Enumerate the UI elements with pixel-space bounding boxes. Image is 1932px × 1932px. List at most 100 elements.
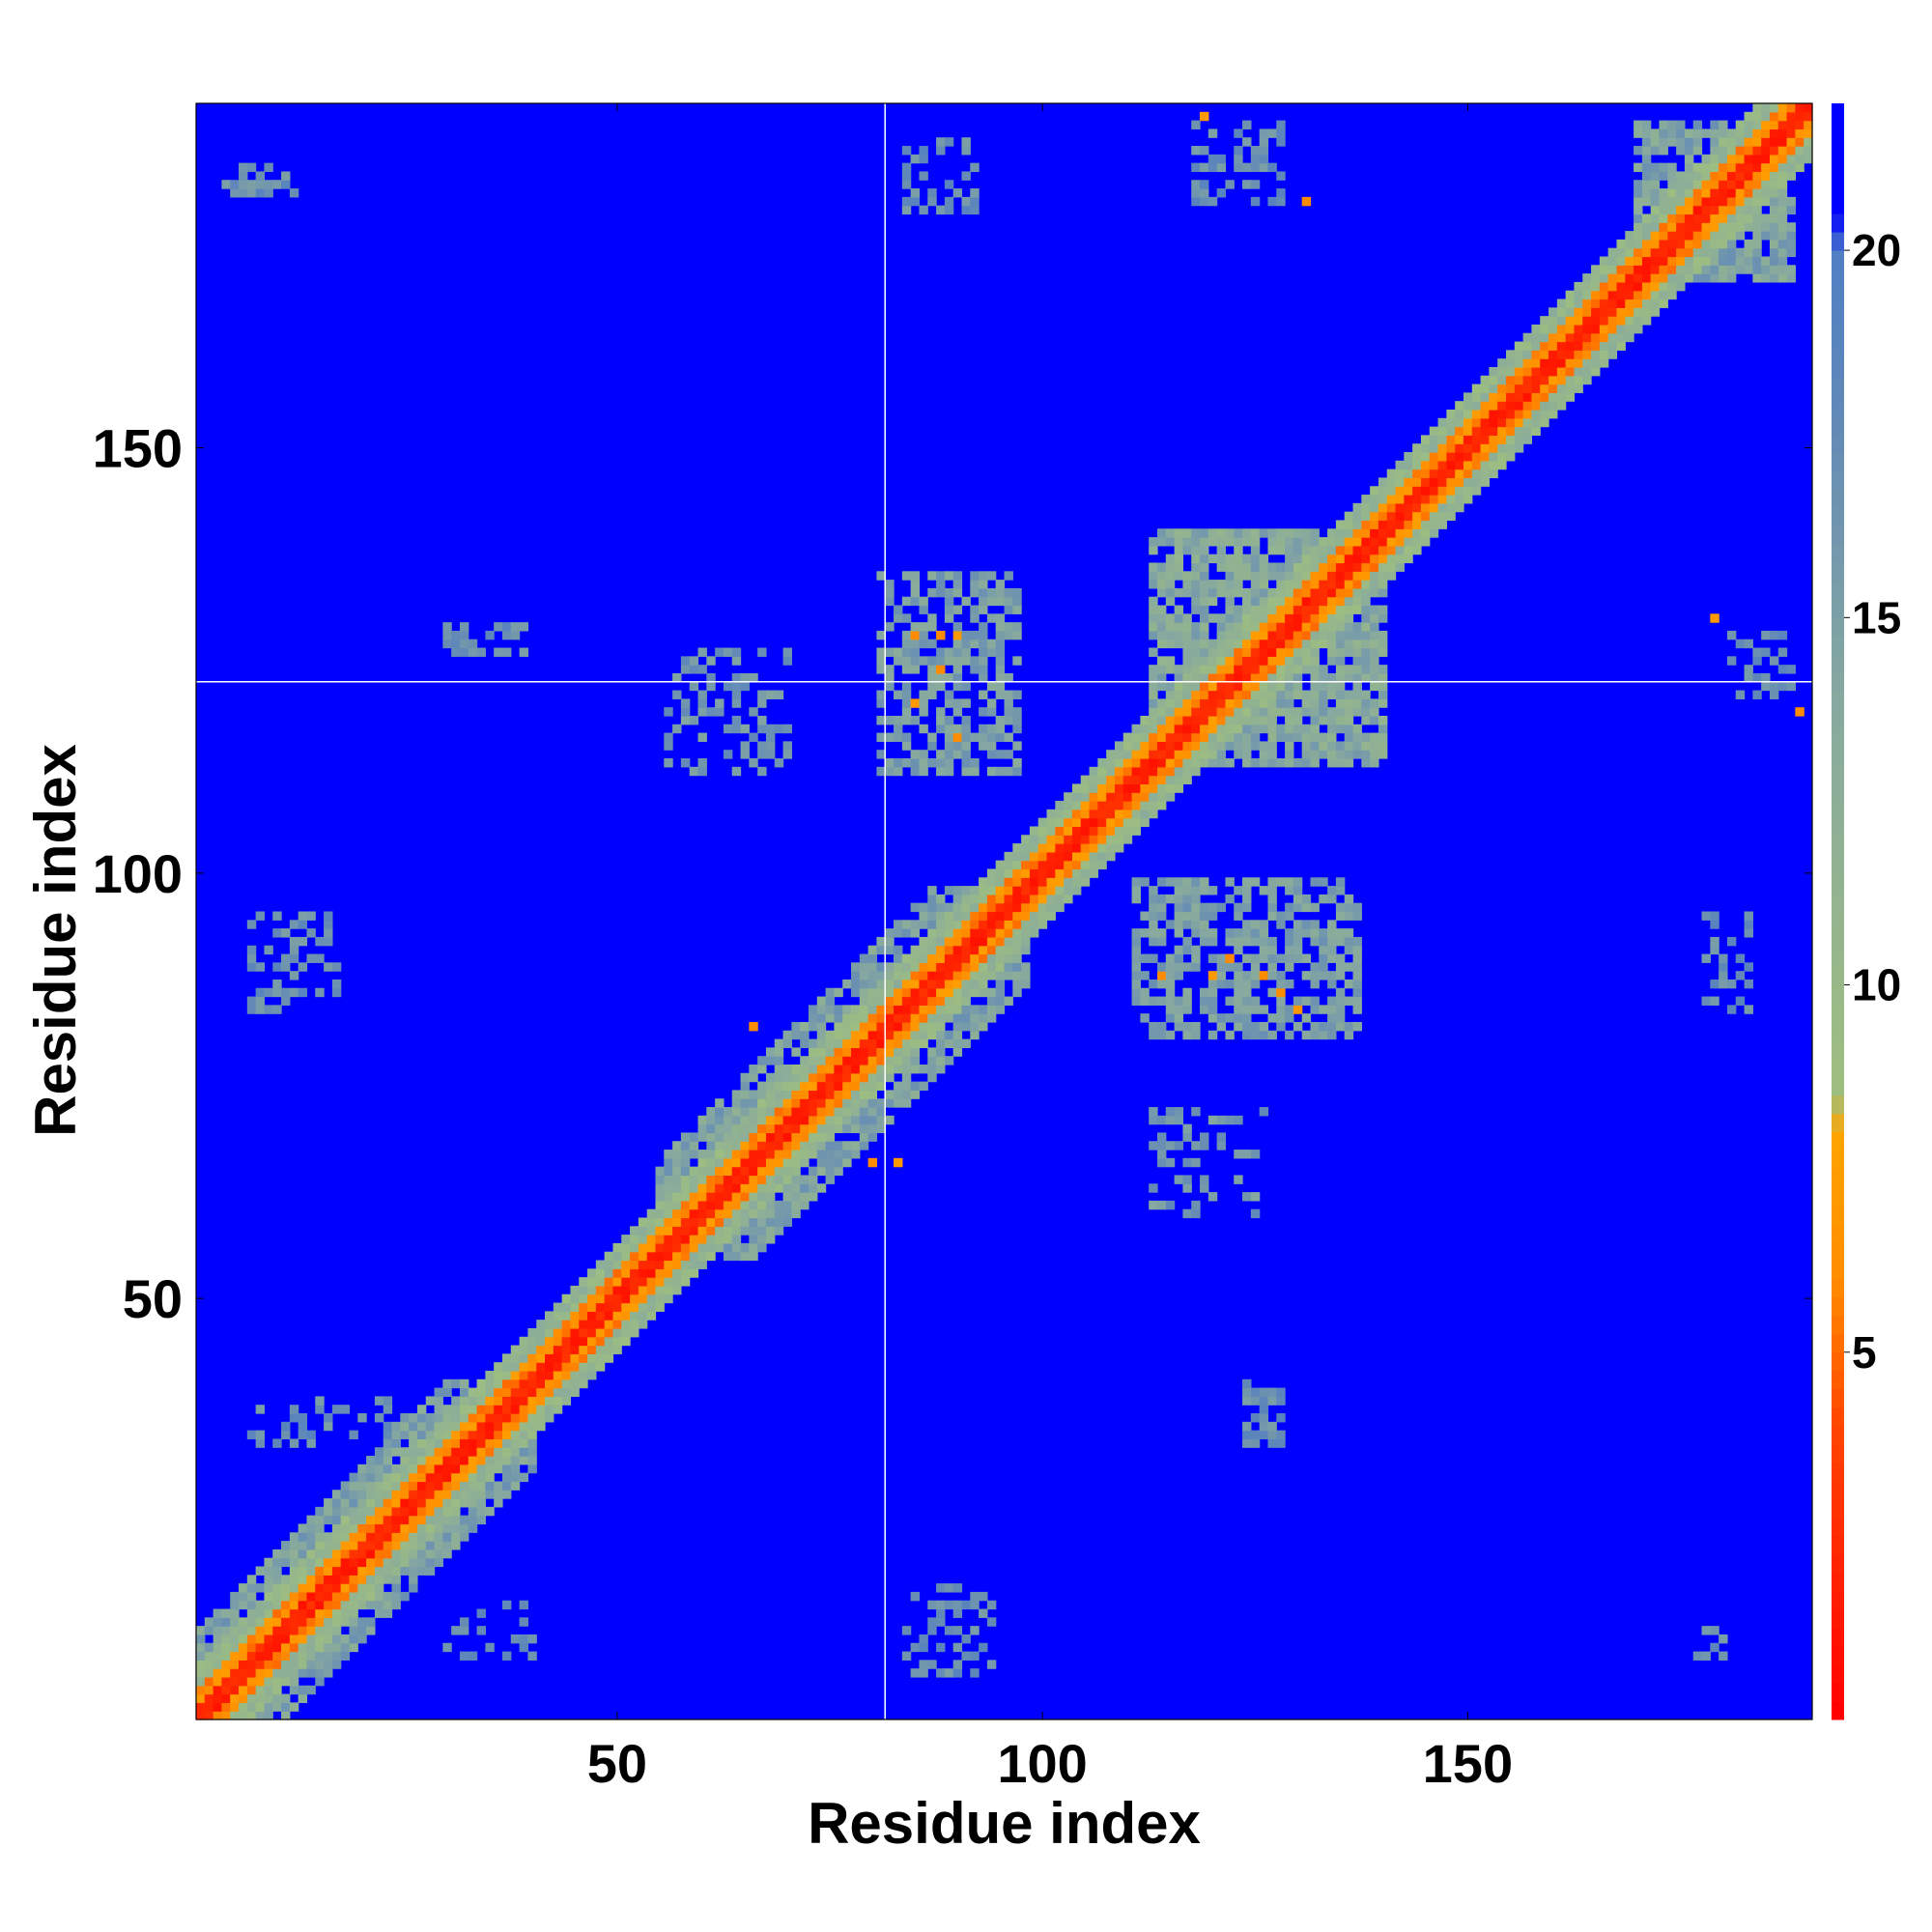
heatmap-cell	[383, 1456, 393, 1465]
heatmap-cell	[324, 1642, 333, 1653]
heatmap-cell	[894, 1030, 903, 1040]
heatmap-cell	[331, 1651, 342, 1661]
heatmap-cell	[859, 1081, 869, 1092]
colorbar-segment	[1832, 1058, 1844, 1078]
heatmap-cell	[859, 962, 869, 972]
colorbar-segment	[1832, 1370, 1844, 1390]
heatmap-cell	[545, 1396, 554, 1406]
heatmap-cell	[1565, 307, 1576, 317]
heatmap-cell	[383, 1600, 393, 1610]
heatmap-cell	[1242, 886, 1252, 895]
heatmap-cell	[281, 1634, 291, 1644]
heatmap-cell	[204, 1685, 214, 1695]
heatmap-cell	[230, 180, 240, 189]
heatmap-cell	[1744, 911, 1753, 921]
heatmap-cell	[400, 1548, 410, 1559]
heatmap-cell	[459, 1481, 469, 1491]
y-axis-title: Residue index	[23, 744, 88, 1137]
heatmap-cell	[1285, 928, 1294, 938]
heatmap-cell	[255, 1617, 266, 1627]
heatmap-cell	[1276, 639, 1286, 649]
heatmap-cell	[519, 622, 529, 632]
heatmap-cell	[952, 936, 963, 947]
heatmap-cell	[1735, 971, 1746, 980]
heatmap-cell	[579, 1327, 588, 1338]
heatmap-cell	[740, 1072, 750, 1083]
heatmap-cell	[901, 1021, 912, 1032]
heatmap-cell	[230, 1634, 240, 1644]
heatmap-cell	[349, 1506, 358, 1517]
heatmap-cell	[910, 1668, 921, 1678]
heatmap-cell	[723, 647, 733, 657]
heatmap-cell	[1225, 707, 1235, 717]
heatmap-cell	[715, 1123, 724, 1134]
heatmap-cell	[1208, 750, 1218, 759]
heatmap-cell	[391, 1447, 401, 1457]
heatmap-cell	[1437, 452, 1447, 462]
heatmap-cell	[961, 996, 971, 1006]
heatmap-cell	[723, 750, 733, 759]
heatmap-cell	[834, 1090, 843, 1099]
heatmap-cell	[1497, 426, 1507, 437]
heatmap-cell	[749, 1021, 758, 1032]
heatmap-cell	[1607, 316, 1618, 326]
heatmap-cell	[919, 953, 928, 963]
heatmap-cell	[1489, 384, 1498, 393]
heatmap-cell	[1446, 502, 1456, 513]
heatmap-cell	[442, 1490, 452, 1499]
heatmap-cell	[901, 571, 912, 581]
heatmap-cell	[731, 1226, 742, 1236]
heatmap-cell	[1344, 1030, 1354, 1040]
heatmap-cell	[459, 647, 469, 657]
heatmap-cell	[536, 1421, 546, 1432]
heatmap-cell	[416, 1548, 427, 1559]
heatmap-cell	[1344, 724, 1354, 734]
heatmap-cell	[1208, 528, 1218, 538]
heatmap-cell	[655, 1217, 665, 1227]
heatmap-cell	[1174, 528, 1184, 538]
heatmap-cell	[434, 1498, 443, 1508]
heatmap-cell	[765, 1141, 776, 1151]
heatmap-cell	[1149, 545, 1158, 555]
heatmap-cell	[859, 1123, 869, 1134]
heatmap-cell	[1344, 979, 1354, 989]
heatmap-cell	[1710, 171, 1719, 181]
heatmap-cell	[894, 1013, 903, 1023]
heatmap-cell	[1565, 366, 1576, 377]
heatmap-cell	[1455, 477, 1464, 487]
heatmap-cell	[281, 1591, 291, 1602]
heatmap-cell	[765, 1123, 776, 1134]
heatmap-cell	[255, 996, 266, 1006]
heatmap-cell	[1029, 835, 1039, 844]
heatmap-cell	[459, 1421, 469, 1432]
heatmap-cell	[808, 1056, 818, 1065]
heatmap-cell	[1344, 545, 1354, 555]
heatmap-cell	[1080, 809, 1091, 819]
heatmap-cell	[1234, 1021, 1243, 1032]
heatmap-cell	[1174, 672, 1184, 683]
heatmap-cell	[1046, 809, 1056, 819]
heatmap-cell	[1234, 1115, 1243, 1125]
heatmap-cell	[1565, 298, 1576, 308]
heatmap-cell	[1310, 605, 1320, 614]
heatmap-cell	[331, 1617, 342, 1627]
heatmap-cell	[519, 1421, 529, 1432]
heatmap-cell	[885, 1030, 895, 1040]
heatmap-cell	[1769, 205, 1779, 215]
heatmap-cell	[298, 920, 308, 929]
heatmap-cell	[1692, 222, 1703, 232]
heatmap-cell	[1156, 622, 1167, 632]
heatmap-cell	[519, 647, 529, 657]
heatmap-cell	[1012, 953, 1022, 963]
colorbar-segment	[1832, 1443, 1844, 1463]
heatmap-cell	[374, 1583, 384, 1593]
heatmap-cell	[1692, 265, 1703, 274]
heatmap-cell	[1777, 188, 1788, 198]
heatmap-cell	[1514, 350, 1524, 359]
heatmap-cell	[1616, 290, 1626, 300]
heatmap-cell	[697, 1200, 707, 1210]
heatmap-cell	[1701, 953, 1711, 963]
heatmap-cell	[246, 945, 257, 955]
heatmap-cell	[664, 1150, 673, 1159]
heatmap-cell	[1352, 936, 1362, 947]
